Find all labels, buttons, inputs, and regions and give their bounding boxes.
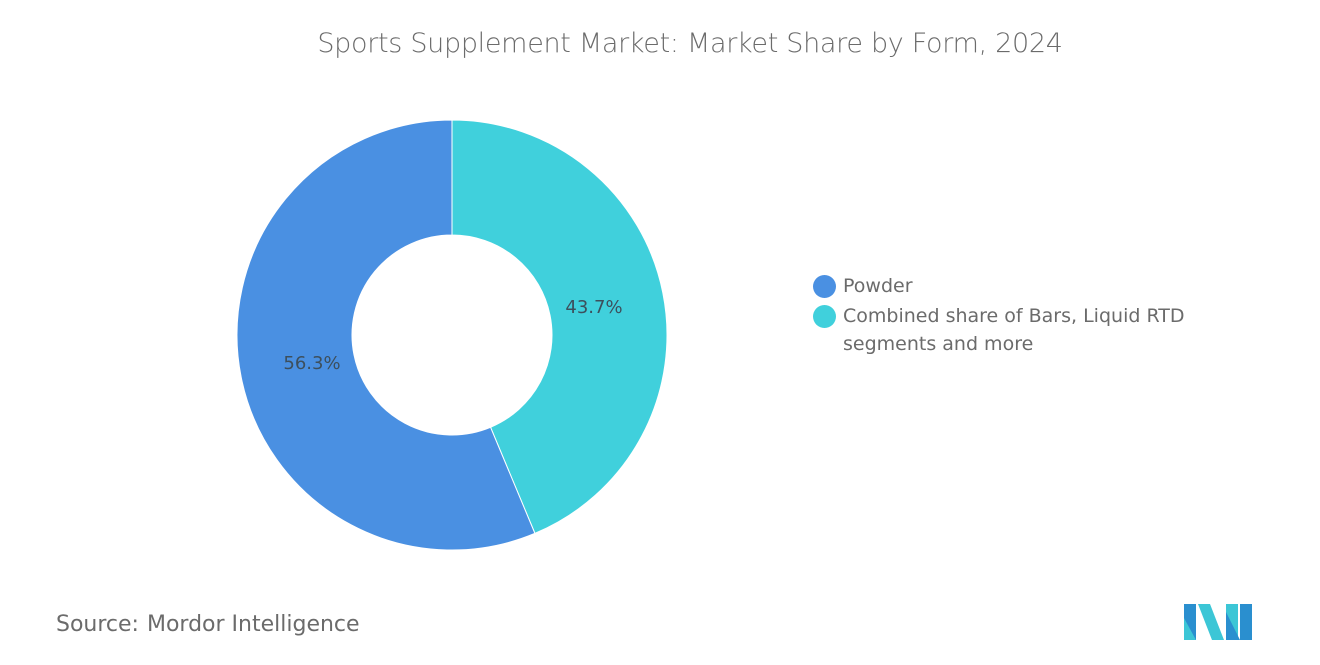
- legend-swatch-other-icon: [813, 305, 836, 328]
- source-key: Source:: [56, 612, 139, 637]
- source-note: Source: Mordor Intelligence: [56, 612, 360, 637]
- legend: Powder Combined share of Bars, Liquid RT…: [813, 272, 1213, 360]
- source-value: Mordor Intelligence: [146, 612, 360, 637]
- legend-item-powder[interactable]: Powder: [813, 272, 1213, 300]
- legend-label: Powder: [843, 275, 913, 297]
- donut-chart: 56.3% 43.7%: [236, 119, 668, 551]
- chart-title: Sports Supplement Market: Market Share b…: [317, 28, 1063, 59]
- slice-label-other: 43.7%: [565, 297, 622, 318]
- slice-powder[interactable]: [236, 119, 536, 551]
- mordor-logo-icon: [1184, 604, 1252, 640]
- slice-label-powder: 56.3%: [283, 353, 340, 374]
- legend-swatch-powder-icon: [813, 275, 836, 298]
- legend-item-other[interactable]: Combined share of Bars, Liquid RTD segme…: [813, 302, 1213, 358]
- legend-label: Combined share of Bars, Liquid RTD segme…: [843, 305, 1185, 355]
- slice-other[interactable]: [451, 119, 668, 535]
- donut-slices: [236, 119, 668, 551]
